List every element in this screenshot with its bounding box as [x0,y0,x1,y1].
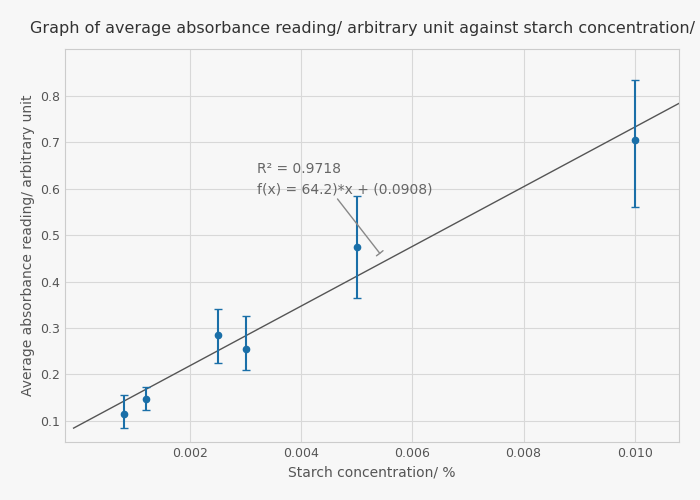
X-axis label: Starch concentration/ %: Starch concentration/ % [288,465,456,479]
Text: f(x) = ​64.2)*x + (0.0908): f(x) = ​64.2)*x + (0.0908) [257,182,433,196]
Text: R² = 0.9718: R² = 0.9718 [257,162,341,175]
Y-axis label: Average absorbance reading/ arbitrary unit: Average absorbance reading/ arbitrary un… [21,95,35,396]
Title: Graph of average absorbance reading/ arbitrary unit against starch concentration: Graph of average absorbance reading/ arb… [29,21,700,36]
